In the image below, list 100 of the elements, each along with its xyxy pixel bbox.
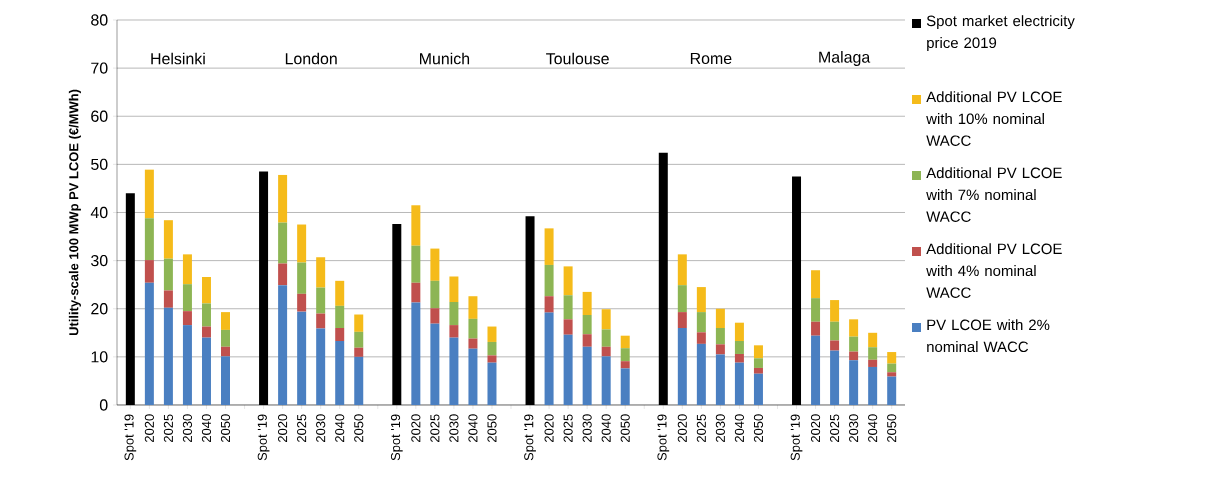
x-tick-label: Spot '19 (257, 414, 270, 461)
bar (201, 303, 211, 327)
x-tick-label: 2025 (830, 414, 840, 442)
bar (201, 337, 211, 405)
bar (811, 321, 821, 336)
bar (830, 300, 840, 322)
bar (430, 308, 440, 324)
bar (144, 260, 154, 283)
x-tick-label: 2025 (563, 414, 573, 442)
bar (734, 340, 744, 354)
x-tick-label: Spot '19 (790, 414, 803, 461)
bar (354, 347, 364, 357)
x-tick-label: 2050 (220, 414, 231, 442)
bar (544, 296, 554, 313)
bar (468, 296, 478, 319)
bar (487, 341, 497, 356)
y-axis-title: Utility-scale 100 MWp PV LCOE (€/MWh) (68, 89, 81, 336)
x-tick-label: 2040 (468, 414, 478, 442)
bar (715, 354, 725, 405)
bar (468, 338, 478, 349)
annotation: Malaga (819, 51, 871, 66)
bar (753, 358, 763, 368)
x-tick-label: 2050 (753, 414, 764, 442)
bar (544, 264, 554, 297)
x-tick-label: 2030 (582, 414, 592, 442)
bar (734, 353, 744, 363)
bar (868, 332, 878, 348)
bar (201, 276, 211, 304)
bar (449, 276, 459, 302)
x-tick-label: 2040 (601, 414, 611, 442)
x-tick-label: 2025 (430, 414, 440, 442)
x-tick-label: Spot '19 (390, 414, 403, 461)
bar (335, 340, 345, 405)
x-tick-label: 2020 (144, 414, 154, 442)
bar (811, 298, 821, 322)
bar (335, 280, 345, 306)
bar (297, 293, 307, 312)
x-tick-label: 2030 (849, 414, 859, 442)
bar (868, 347, 878, 360)
bar (316, 257, 326, 288)
x-tick-label: 2040 (868, 414, 878, 442)
x-tick-label: Spot '19 (524, 414, 536, 461)
legend-label: PV LCOE with 2% nominal WACC (927, 319, 1050, 353)
y-tick-label: 80 (91, 14, 108, 26)
bar (544, 312, 554, 405)
bar (278, 263, 288, 286)
x-tick-label: 2030 (182, 414, 193, 442)
bar (316, 313, 326, 329)
annotation: London (285, 52, 337, 65)
x-tick-label: 2050 (887, 414, 897, 442)
y-tick-label: 10 (91, 351, 108, 363)
bar (335, 327, 345, 341)
x-tick-label: 2025 (163, 414, 173, 442)
bar (544, 228, 554, 265)
bar (487, 362, 497, 405)
bar (696, 332, 706, 344)
legend-label: Spot market electricity price 2019 (926, 15, 1075, 52)
x-tick-label: 2020 (544, 414, 554, 442)
bar (354, 356, 364, 405)
bar (221, 346, 231, 357)
x-tick-label: 2030 (316, 414, 326, 442)
bar (163, 258, 173, 291)
bar (221, 312, 231, 330)
bar (278, 285, 288, 405)
bar (163, 307, 173, 405)
x-tick-label: 2020 (677, 414, 687, 442)
bar (278, 222, 288, 264)
x-tick-label: 2040 (335, 414, 345, 442)
bar (449, 337, 459, 405)
bar (601, 346, 611, 357)
bar (734, 322, 744, 341)
x-tick-label: 2030 (715, 414, 725, 442)
y-tick-label: 40 (90, 206, 108, 219)
x-tick-label: 2020 (411, 414, 421, 442)
bar (582, 291, 592, 315)
bar (849, 351, 859, 361)
y-tick-label: 50 (91, 158, 108, 171)
bar (411, 205, 421, 246)
bar (316, 287, 326, 314)
x-tick-label: Spot '19 (657, 414, 670, 461)
bar (601, 356, 611, 405)
annotation: Rome (690, 52, 732, 65)
bar (144, 218, 154, 261)
bar (887, 376, 897, 405)
x-tick-label: 2040 (734, 414, 744, 442)
bar (753, 345, 763, 359)
y-tick-label: 60 (91, 110, 108, 122)
bar (563, 319, 573, 335)
y-tick-label: 0 (99, 399, 108, 411)
bar (582, 334, 592, 347)
bar (449, 302, 459, 326)
bar (887, 372, 897, 377)
bar (182, 311, 192, 326)
bar (696, 312, 706, 333)
x-tick-label: 2050 (354, 414, 364, 442)
bar (468, 318, 478, 339)
bar (221, 329, 231, 347)
bar (715, 308, 725, 328)
bar (753, 373, 763, 405)
bar (620, 348, 630, 362)
